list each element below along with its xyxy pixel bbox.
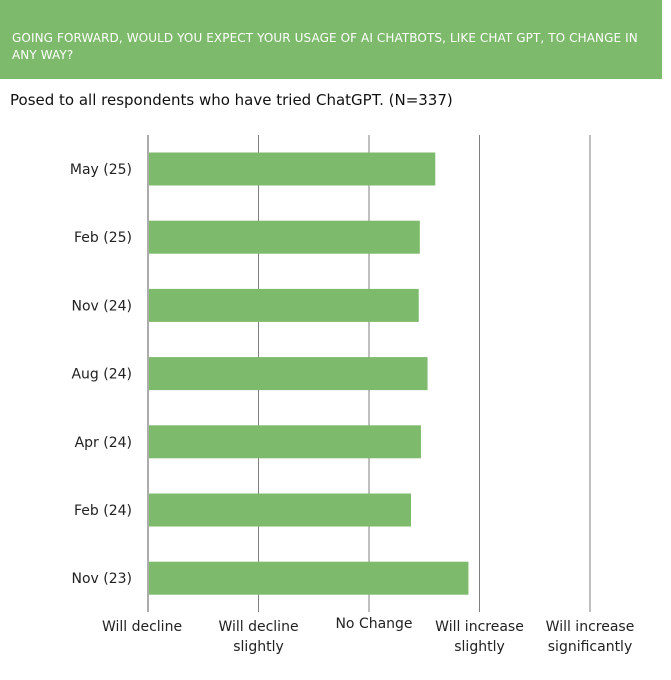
title-banner: GOING FORWARD, WOULD YOU EXPECT YOUR USA…: [0, 0, 662, 79]
bar: [149, 152, 436, 186]
bar: [149, 425, 421, 459]
category-label: Nov (24): [71, 298, 132, 314]
x-tick-label: No Change: [335, 616, 412, 632]
category-label: May (25): [70, 162, 132, 178]
x-tick-label: Will decline slightly: [218, 619, 298, 655]
category-label: Feb (24): [74, 503, 132, 519]
bar: [149, 220, 420, 254]
bar: [149, 357, 428, 391]
x-tick-label: Will increase significantly: [546, 619, 635, 655]
bar: [149, 561, 469, 595]
category-label: Nov (23): [71, 571, 132, 587]
bar: [149, 288, 419, 322]
category-label: Feb (25): [74, 230, 132, 246]
chart-subtitle: Posed to all respondents who have tried …: [10, 91, 453, 109]
bar: [149, 493, 411, 527]
category-label: Apr (24): [75, 435, 132, 451]
x-tick-label: Will increase slightly: [435, 619, 524, 655]
chart-title: GOING FORWARD, WOULD YOU EXPECT YOUR USA…: [12, 31, 638, 62]
x-tick-label: Will decline: [102, 619, 182, 635]
category-label: Aug (24): [71, 367, 132, 383]
